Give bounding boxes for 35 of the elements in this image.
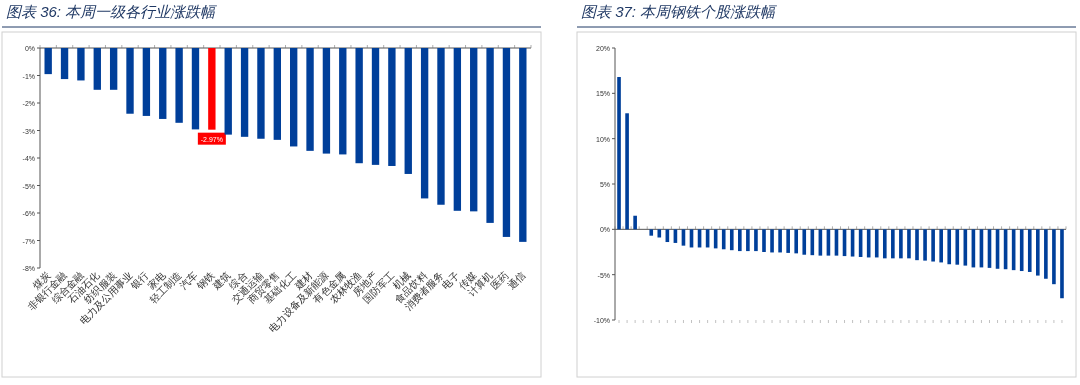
- bar: [721, 229, 726, 250]
- bar: [947, 229, 952, 265]
- bar: [778, 229, 782, 253]
- bar: [802, 229, 807, 255]
- bar: [915, 229, 919, 261]
- chart-title: 图表 37: 本周钢铁个股涨跌幅: [581, 3, 779, 20]
- bar: [649, 229, 654, 236]
- bar: [1036, 229, 1040, 276]
- bar: [931, 229, 935, 262]
- bar: [1019, 229, 1024, 272]
- bar: [907, 229, 911, 259]
- bar: [738, 229, 742, 252]
- bar: [874, 229, 879, 258]
- bar: [955, 229, 960, 265]
- bar: [754, 229, 758, 252]
- bar: [1044, 229, 1048, 279]
- bar: [617, 77, 621, 230]
- bar: [882, 229, 887, 259]
- bar: [939, 229, 943, 263]
- chart-title: 图表 36: 本周一级各行业涨跌幅: [6, 3, 219, 20]
- bar: [1060, 229, 1064, 299]
- bar: [657, 229, 662, 238]
- bar: [794, 229, 799, 254]
- bar: [1052, 229, 1056, 285]
- bar: [923, 229, 927, 261]
- bar: [891, 229, 895, 259]
- bar: [762, 229, 766, 252]
- bar: [625, 113, 629, 230]
- bar: [899, 229, 903, 259]
- bar: [786, 229, 790, 253]
- bar: [770, 229, 774, 253]
- bar: [1027, 229, 1032, 272]
- bar: [746, 229, 750, 252]
- bar: [633, 215, 637, 230]
- bar: [729, 229, 734, 251]
